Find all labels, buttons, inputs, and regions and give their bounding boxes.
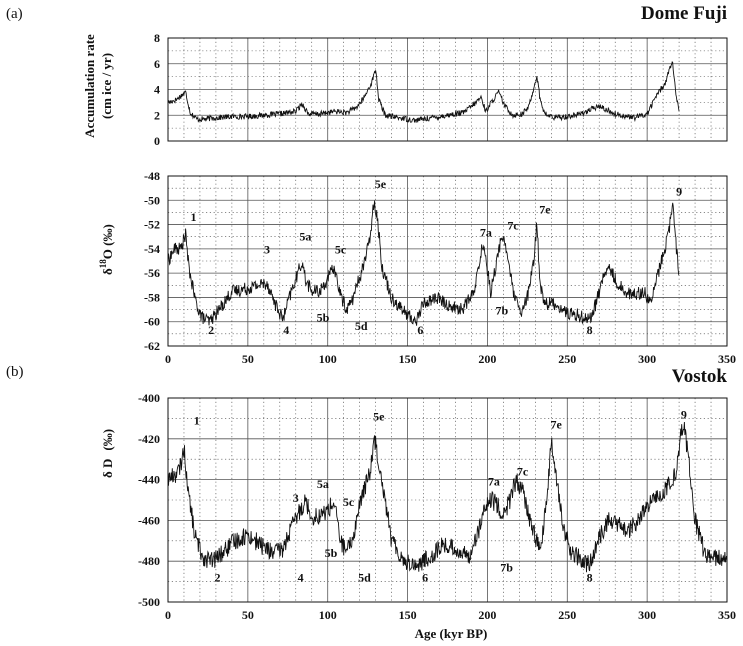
grid [167,175,728,347]
stage-label: 8 [587,323,593,337]
vostok-title: Vostok [672,366,728,387]
accumulation-y-label-1: Accumulation rate [82,34,97,138]
y-tick-label: 8 [154,31,160,45]
stage-label: 1 [194,414,200,428]
stage-label: 7b [500,560,513,574]
stage-label: 5d [358,571,371,585]
plot-frame [167,397,728,603]
y-tick-label: -480 [138,554,160,568]
stage-label: 7e [539,203,551,217]
x-tick-label: 100 [319,608,337,622]
vostok-dd-panel: Vostok -500 -480 -460 -440 -420 -400 0 50 100 150… [100,366,736,622]
dome-fuji-title: Dome Fuji [641,3,727,24]
stage-label: 7e [550,418,562,432]
x-tick-label: 350 [718,352,736,366]
y-tick-label: -58 [144,290,160,304]
stage-label: 8 [587,571,593,585]
y-tick-label: -50 [144,193,160,207]
tick-labels: -62 -60 -58 -56 -54 -52 -50 -48 0 50 100 150 200 250 3… [144,169,736,366]
stage-label: 2 [208,323,214,337]
panel-b-label: (b) [6,364,24,380]
stage-label: 9 [676,184,682,198]
grid [167,397,728,603]
stage-label: 5c [335,243,347,257]
stage-label: 5a [317,477,329,491]
y-tick-label: 6 [154,57,160,71]
y-tick-label: -56 [144,266,160,280]
d18o-line [167,200,680,326]
y-tick-label: 2 [154,108,160,122]
x-tick-label: 250 [558,608,576,622]
stage-label: 6 [422,571,428,585]
x-tick-label: 150 [399,608,417,622]
stage-annotations: 1 2 3 4 5a 5b 5c 5d 5e 6 7a 7b 7c 7e 8 9 [194,407,687,584]
stage-label: 5e [373,409,385,423]
y-tick-label: -440 [138,473,160,487]
stage-label: 2 [215,571,221,585]
accumulation-rate-line [167,61,680,123]
dd-y-label: δ D(‰) [100,429,115,478]
panel-a-label: (a) [6,6,23,22]
y-tick-label: -60 [144,315,160,329]
x-tick-label: 300 [638,352,656,366]
y-tick-label: -400 [138,391,160,405]
stage-label: 7c [517,465,529,479]
stage-label: 5d [355,319,368,333]
stage-annotations: 1 2 3 4 5a 5b 5c 5d 5e 6 7a 7b 7c 7e 8 9 [191,177,683,337]
stage-label: 4 [298,571,304,585]
y-tick-label: -48 [144,169,160,183]
x-tick-label: 300 [638,608,656,622]
y-tick-label: -52 [144,218,160,232]
stage-label: 9 [681,407,687,421]
stage-label: 7a [480,226,492,240]
y-tick-label: 4 [154,83,160,97]
x-axis-label: Age (kyr BP) [415,626,488,641]
x-tick-label: 0 [165,608,171,622]
stage-label: 1 [191,210,197,224]
x-tick-label: 250 [558,352,576,366]
y-tick-label: -62 [144,339,160,353]
y-tick-label: -420 [138,432,160,446]
y-tick-label: -500 [138,595,160,609]
x-tick-label: 200 [478,352,496,366]
stage-label: 5b [325,546,338,560]
stage-label: 4 [283,323,289,337]
stage-label: 5a [299,229,311,243]
x-tick-label: 150 [399,352,417,366]
x-tick-label: 350 [718,608,736,622]
stage-label: 6 [417,323,423,337]
dd-line [167,421,728,573]
y-tick-label: -54 [144,242,160,256]
d18o-panel: -62 -60 -58 -56 -54 -52 -50 -48 0 50 100 150 200 250 3… [98,169,736,366]
stage-label: 7b [495,303,508,317]
stage-label: 5b [317,311,330,325]
x-tick-label: 100 [319,352,337,366]
stage-label: 3 [264,243,270,257]
accumulation-y-label-2: (cm ice / yr) [99,53,114,119]
tick-labels: 0 2 4 6 8 [154,31,160,148]
y-tick-label: -460 [138,513,160,527]
d18o-y-label: δ18O (‰) [98,224,115,275]
stage-label: 5c [343,495,355,509]
plot-frame [167,175,728,347]
plot-frame [167,37,728,142]
grid [167,37,728,142]
stage-label: 5e [375,177,387,191]
x-tick-label: 200 [478,608,496,622]
stage-label: 7c [507,218,519,232]
tick-labels: -500 -480 -460 -440 -420 -400 0 50 100 150 200 250 3… [138,391,736,622]
accumulation-rate-panel: Dome Fuji 0 2 4 6 8 Accumulation rate (cm ic… [82,3,728,148]
y-tick-label: 0 [154,134,160,148]
stage-label: 7a [488,475,500,489]
x-tick-label: 50 [242,608,254,622]
x-tick-label: 50 [242,352,254,366]
x-tick-label: 0 [165,352,171,366]
stage-label: 3 [293,491,299,505]
